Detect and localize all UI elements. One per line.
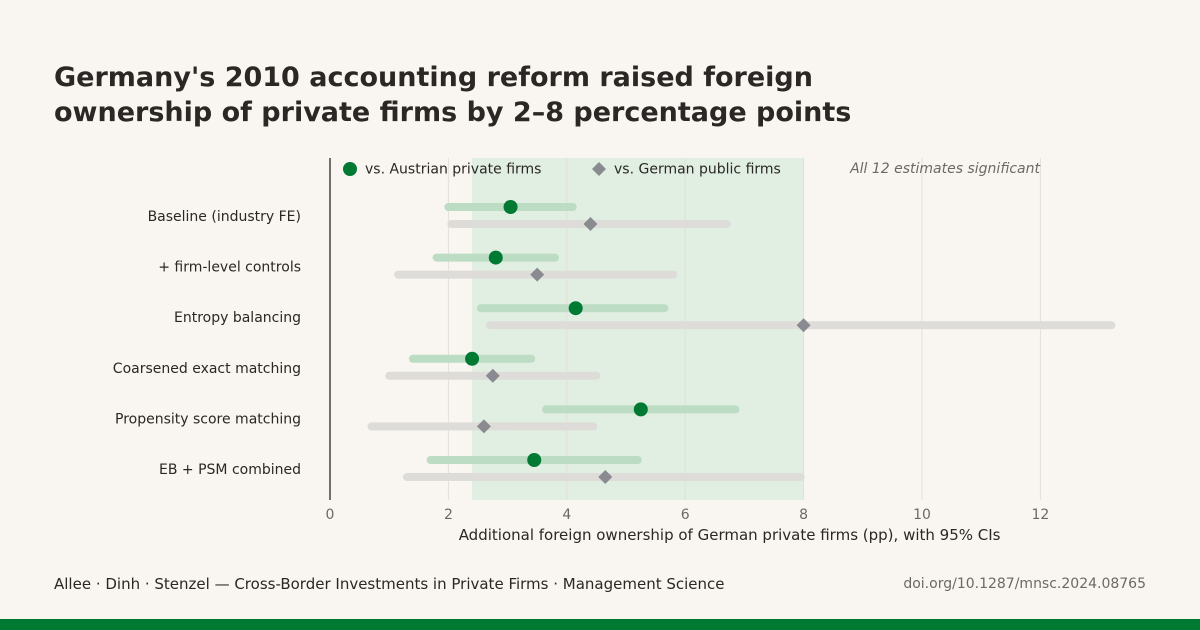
x-tick-label: 4 (562, 507, 571, 523)
x-tick-label: 8 (799, 507, 808, 523)
citation: Allee · Dinh · Stenzel — Cross-Border In… (54, 575, 725, 593)
chart-title: Germany's 2010 accounting reform raised … (54, 62, 852, 128)
estimate-point-austrian (503, 200, 518, 214)
estimate-point-german-public (476, 419, 491, 434)
estimate-point-german-public (583, 217, 598, 231)
x-tick-label: 6 (681, 507, 690, 523)
estimate-point-german-public (598, 470, 613, 484)
x-tick-label: 2 (444, 507, 453, 523)
x-tick-label: 0 (326, 507, 335, 523)
dot-whisker-chart: 0 2 4 6 8 10 12 Additional foreign ownership of… (113, 158, 1116, 544)
significance-annotation: All 12 estimates significant (849, 161, 1040, 177)
legend-marker-austrian (343, 162, 357, 176)
category-label: EB + PSM combined (159, 462, 301, 478)
x-axis-label: Additional foreign ownership of German p… (459, 526, 1001, 544)
category-label: Baseline (industry FE) (148, 209, 301, 225)
label-layer: 0 2 4 6 8 10 12 Additional foreign ownership of… (113, 161, 1050, 544)
legend-label-austrian: vs. Austrian private firms (365, 162, 541, 178)
estimate-point-german-public (485, 368, 500, 383)
legend: vs. Austrian private firms vs. German pub… (343, 162, 781, 178)
accent-bar (0, 619, 1200, 630)
estimate-marker-layer (465, 200, 811, 484)
estimate-point-german-public (796, 318, 811, 333)
legend-marker-german-public (592, 162, 606, 176)
x-tick-label: 12 (1031, 507, 1049, 523)
estimate-point-austrian (465, 351, 480, 366)
category-label: Propensity score matching (115, 411, 301, 427)
category-label: + firm-level controls (158, 260, 301, 276)
estimate-point-austrian (488, 250, 503, 265)
category-label: Coarsened exact matching (113, 361, 301, 377)
doi-link[interactable]: doi.org/10.1287/mnsc.2024.08765 (903, 576, 1146, 592)
estimate-point-austrian (633, 402, 648, 417)
legend-label-german-public: vs. German public firms (614, 162, 781, 178)
x-tick-label: 10 (913, 507, 931, 523)
estimate-point-austrian (527, 453, 542, 467)
estimate-point-german-public (530, 267, 545, 282)
category-label: Entropy balancing (174, 310, 301, 326)
estimate-point-austrian (568, 301, 583, 316)
